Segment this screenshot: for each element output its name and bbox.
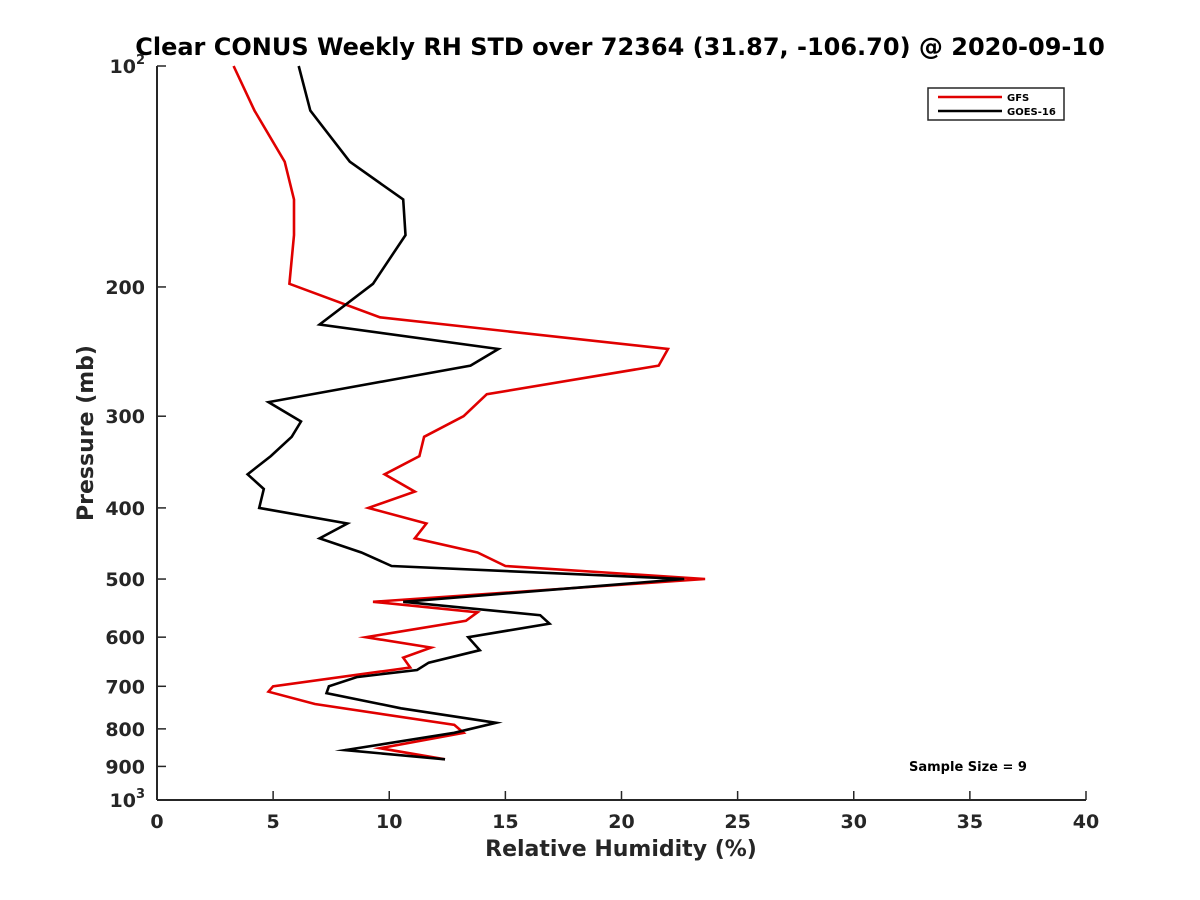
x-tick-label: 5 <box>267 811 280 833</box>
y-tick-label: 900 <box>105 756 145 778</box>
legend-label: GOES-16 <box>1007 107 1056 118</box>
legend: GFS GOES-16 <box>927 87 1065 121</box>
y-tick-label: 200 <box>105 277 145 299</box>
x-tick-label: 10 <box>376 811 402 833</box>
y-tick-label: 102 <box>110 53 146 78</box>
x-tick-label: 40 <box>1073 811 1099 833</box>
plot-area <box>156 66 1086 801</box>
y-tick-label: 600 <box>105 627 145 649</box>
series-line-gfs <box>232 65 706 761</box>
y-axis-label: Pressure (mb) <box>74 345 99 521</box>
chart-title: Clear CONUS Weekly RH STD over 72364 (31… <box>135 33 1105 61</box>
y-ticks: 102 200 300 400 500 600 700 800 900 103 <box>105 53 166 812</box>
x-tick-label: 35 <box>957 811 983 833</box>
legend-label: GFS <box>1007 93 1029 104</box>
legend-box <box>927 87 1065 121</box>
x-tick-label: 20 <box>608 811 634 833</box>
y-tick-label: 500 <box>105 569 145 591</box>
y-tick-label: 400 <box>105 498 145 520</box>
y-tick-label: 700 <box>105 676 145 698</box>
y-tick-label: 300 <box>105 406 145 428</box>
x-axis-label: Relative Humidity (%) <box>485 837 757 862</box>
x-tick-label: 25 <box>724 811 750 833</box>
series-layer <box>232 65 706 761</box>
x-tick-label: 15 <box>492 811 518 833</box>
y-tick-label: 103 <box>110 787 146 812</box>
sample-size-annotation: Sample Size = 9 <box>909 760 1027 775</box>
legend-entries: GFS GOES-16 <box>938 93 1056 118</box>
x-tick-label: 0 <box>150 811 163 833</box>
x-ticks: 0 5 10 15 20 25 30 35 40 <box>150 791 1099 833</box>
series-line-goes-16 <box>245 65 685 761</box>
x-tick-label: 30 <box>841 811 867 833</box>
y-tick-label: 800 <box>105 719 145 741</box>
